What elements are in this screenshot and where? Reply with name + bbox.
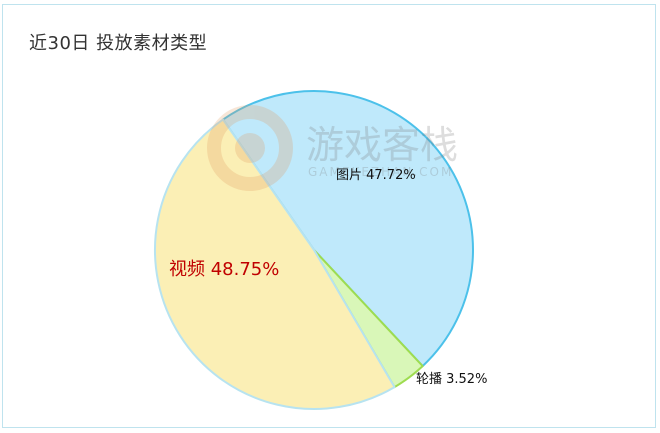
pie-slice-video: [154, 118, 396, 411]
watermark-logo: 游戏客栈 GAMEKEZHAN.COM: [207, 105, 458, 191]
pie-slice-image: [222, 90, 474, 368]
slice-label-video: 视频 48.75%: [169, 259, 279, 280]
watermark-domain: GAMEKEZHAN.COM: [308, 165, 453, 179]
chart-title: 近30日 投放素材类型: [29, 33, 208, 54]
slice-label-carousel: 轮播 3.52%: [416, 372, 487, 387]
slice-label-image: 图片 47.72%: [336, 168, 416, 183]
pie-slices: [154, 90, 474, 411]
watermark-brand: 游戏客栈: [306, 123, 458, 167]
